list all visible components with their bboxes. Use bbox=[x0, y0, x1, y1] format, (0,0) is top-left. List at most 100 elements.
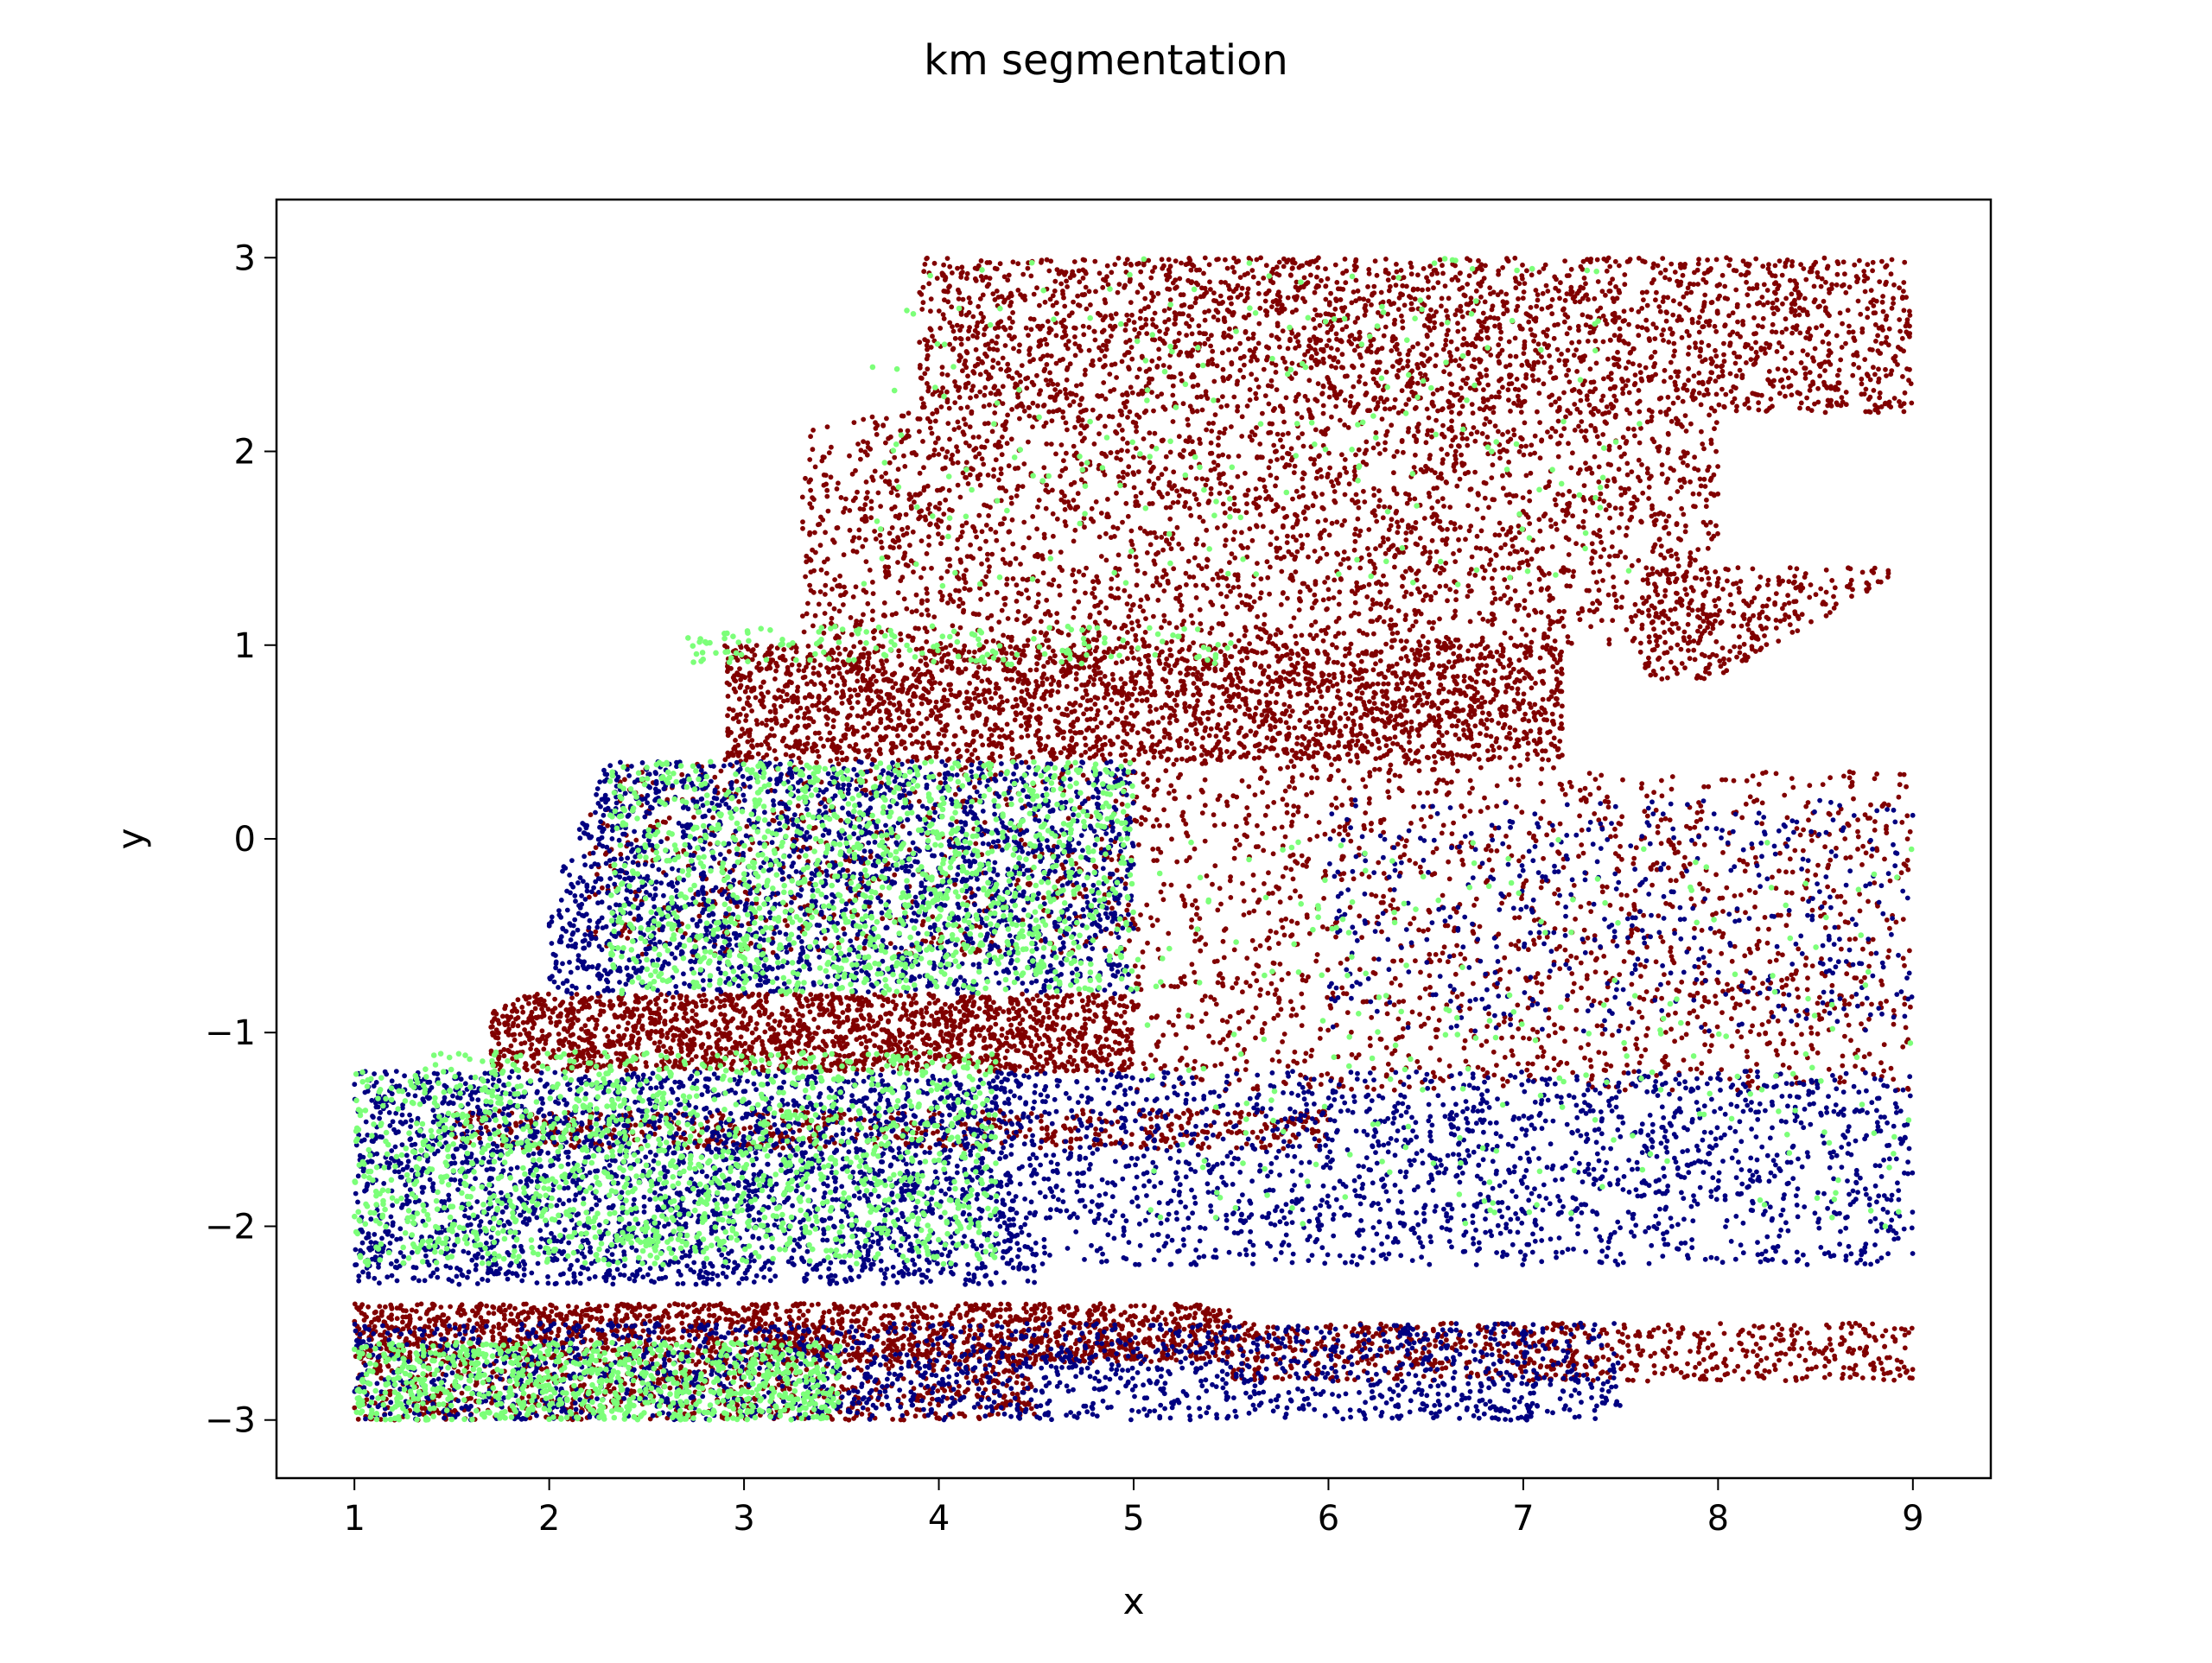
data-point bbox=[944, 568, 950, 574]
data-point bbox=[1302, 393, 1308, 399]
data-point bbox=[1406, 397, 1412, 403]
data-point bbox=[863, 536, 868, 543]
data-point bbox=[804, 559, 810, 565]
data-point bbox=[959, 324, 964, 329]
data-point bbox=[1395, 530, 1401, 536]
data-point bbox=[1039, 259, 1044, 265]
data-point bbox=[1295, 339, 1300, 345]
data-point bbox=[1374, 272, 1380, 278]
data-point bbox=[1863, 386, 1869, 392]
data-point bbox=[1123, 321, 1128, 327]
data-point bbox=[1176, 434, 1182, 440]
data-point bbox=[1155, 597, 1161, 603]
data-point bbox=[1565, 511, 1571, 517]
data-point bbox=[1133, 493, 1139, 499]
data-point bbox=[1329, 364, 1334, 369]
data-point bbox=[1496, 359, 1502, 365]
data-point bbox=[1587, 496, 1593, 502]
data-point bbox=[1493, 394, 1498, 400]
data-point bbox=[1025, 619, 1031, 624]
data-point bbox=[1692, 454, 1697, 460]
data-point bbox=[1215, 525, 1220, 530]
data-point bbox=[1034, 526, 1039, 532]
data-point bbox=[1756, 400, 1761, 406]
data-point bbox=[1827, 313, 1832, 319]
data-point bbox=[1439, 565, 1445, 571]
data-point bbox=[1443, 583, 1449, 589]
data-point bbox=[1224, 265, 1230, 271]
data-point bbox=[1095, 602, 1101, 608]
data-point bbox=[1621, 308, 1627, 314]
data-point bbox=[1697, 476, 1703, 482]
data-point bbox=[1092, 594, 1097, 600]
data-point bbox=[1502, 630, 1508, 636]
data-point bbox=[1821, 298, 1827, 304]
data-point bbox=[1169, 374, 1175, 379]
data-point bbox=[1451, 551, 1456, 556]
data-point bbox=[1763, 351, 1768, 356]
data-point bbox=[1505, 565, 1511, 571]
data-point bbox=[1435, 474, 1441, 480]
data-point bbox=[1439, 303, 1444, 309]
data-point bbox=[930, 411, 936, 416]
data-point bbox=[1457, 476, 1463, 482]
data-point bbox=[1235, 604, 1240, 610]
data-point bbox=[924, 639, 930, 644]
data-point bbox=[1447, 505, 1453, 510]
data-point bbox=[1546, 614, 1551, 619]
data-point bbox=[1104, 274, 1109, 280]
data-point bbox=[1368, 606, 1374, 612]
data-point bbox=[1463, 381, 1469, 386]
data-point bbox=[1227, 560, 1232, 565]
data-point bbox=[1080, 323, 1086, 329]
data-point bbox=[1685, 462, 1690, 468]
data-point bbox=[1531, 378, 1536, 384]
data-point bbox=[1007, 560, 1014, 566]
data-point bbox=[1210, 348, 1216, 354]
data-point bbox=[1227, 326, 1232, 332]
data-point bbox=[1811, 283, 1817, 289]
data-point bbox=[1204, 586, 1210, 591]
data-point bbox=[1777, 390, 1783, 397]
data-point bbox=[1684, 387, 1690, 393]
data-point bbox=[1109, 333, 1114, 339]
data-point bbox=[1796, 289, 1802, 295]
data-point bbox=[975, 473, 981, 479]
data-point bbox=[1311, 316, 1316, 322]
data-point bbox=[979, 561, 984, 567]
data-point bbox=[1669, 330, 1675, 336]
data-point bbox=[1001, 632, 1006, 638]
data-point bbox=[1312, 592, 1318, 598]
data-point bbox=[895, 467, 901, 473]
data-point bbox=[1712, 492, 1717, 498]
data-point bbox=[1399, 517, 1405, 524]
data-point bbox=[875, 490, 881, 496]
data-point bbox=[957, 588, 962, 593]
data-point bbox=[1353, 277, 1359, 283]
data-point bbox=[1088, 516, 1094, 522]
data-point bbox=[1502, 577, 1508, 582]
data-point bbox=[1179, 603, 1185, 608]
data-point bbox=[1652, 522, 1657, 528]
data-point bbox=[1785, 375, 1791, 381]
data-point bbox=[1706, 530, 1712, 536]
data-point bbox=[970, 314, 976, 320]
data-point bbox=[868, 498, 874, 505]
data-point bbox=[1775, 307, 1781, 313]
data-point bbox=[1317, 322, 1323, 328]
data-point bbox=[1567, 291, 1573, 297]
data-point bbox=[1659, 462, 1665, 468]
data-point bbox=[1125, 472, 1130, 477]
data-point bbox=[820, 454, 826, 460]
data-point bbox=[1008, 495, 1014, 500]
data-point bbox=[1294, 411, 1300, 416]
data-point bbox=[1624, 532, 1629, 538]
data-point bbox=[1666, 340, 1672, 345]
data-point bbox=[1571, 387, 1577, 392]
data-point bbox=[1141, 529, 1147, 534]
data-point bbox=[1214, 571, 1220, 577]
data-point bbox=[1430, 391, 1436, 397]
data-point bbox=[1219, 350, 1225, 356]
data-point bbox=[1083, 284, 1089, 290]
data-point bbox=[954, 322, 960, 328]
